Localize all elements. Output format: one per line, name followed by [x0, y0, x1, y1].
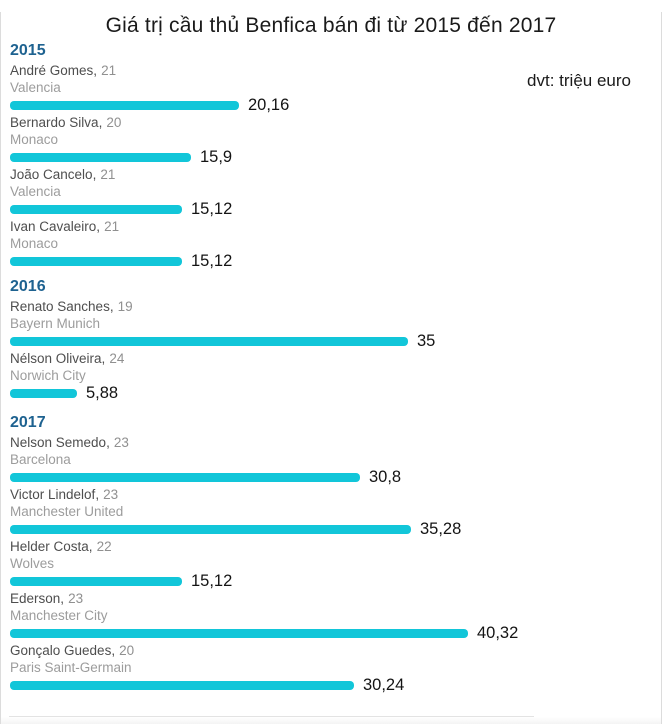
player-age: 21: [101, 63, 117, 78]
value-label: 35: [417, 332, 436, 350]
player-club: Bayern Munich: [10, 316, 101, 331]
player-row: Nelson Semedo23Barcelona30,8: [10, 434, 661, 486]
bar-line: 40,32: [10, 624, 661, 642]
player-age: 21: [104, 219, 120, 234]
player-age: 21: [100, 167, 116, 182]
player-name: Nélson Oliveira: [10, 351, 105, 366]
player-name-line: Nelson Semedo23: [10, 434, 661, 451]
value-bar: [10, 153, 191, 162]
bar-line: 15,12: [10, 252, 661, 270]
player-name-line: André Gomes 21: [10, 62, 661, 79]
bar-line: 5,88: [10, 384, 661, 402]
player-club: Manchester United: [10, 504, 124, 519]
value-label: 15,12: [191, 200, 233, 218]
value-label: 15,12: [191, 572, 233, 590]
player-age: 23: [103, 487, 119, 502]
player-name-line: Nélson Oliveira 24: [10, 350, 661, 367]
value-bar: [10, 337, 408, 346]
player-row: Ederson 23 Manchester City 40,32: [10, 590, 661, 642]
unit-note: dvt: triệu euro: [527, 71, 631, 90]
player-row: André Gomes 21 Valencia 20,16: [10, 62, 661, 114]
player-club: Norwich City: [10, 368, 86, 383]
bar-line: 15,9: [10, 148, 661, 166]
value-bar: [10, 473, 360, 482]
player-row: Victor Lindelof 23 Manchester United 35,28: [10, 486, 661, 538]
player-name: Nelson Semedo: [10, 435, 110, 450]
player-age: 24: [109, 351, 125, 366]
bar-line: 15,12: [10, 572, 661, 590]
player-name: João Cancelo: [10, 167, 96, 182]
year-label: 2017: [10, 414, 46, 431]
player-club: Wolves: [10, 556, 55, 571]
value-bar: [10, 681, 354, 690]
bar-line: 35: [10, 332, 661, 350]
value-bar: [10, 101, 239, 110]
player-row: Helder Costa22Wolves15,12: [10, 538, 661, 590]
value-bar: [10, 577, 182, 586]
year-label: 2016: [10, 278, 46, 295]
player-name: Victor Lindelof: [10, 487, 99, 502]
player-name: André Gomes: [10, 63, 97, 78]
value-label: 15,9: [200, 148, 233, 166]
bar-line: 35,28: [10, 520, 661, 538]
value-label: 40,32: [477, 624, 519, 642]
player-club: Paris Saint-Germain: [10, 660, 132, 675]
value-bar: [10, 525, 411, 534]
player-name-line: Victor Lindelof 23: [10, 486, 661, 503]
player-name-line: Helder Costa22: [10, 538, 661, 555]
value-label: 30,8: [369, 468, 402, 486]
bar-line: 15,12: [10, 200, 661, 218]
infographic-page: { "header": { "title": "Giá trị cầu thủ …: [0, 12, 662, 724]
player-name: Ivan Cavaleiro: [10, 219, 100, 234]
player-row: Gonçalo Guedes 20 Paris Saint-Germain 30,24: [10, 642, 661, 694]
player-name-line: Bernardo Silva 20: [10, 114, 661, 131]
player-row: João Cancelo 21 Valencia 15,12: [10, 166, 661, 218]
player-club: Manchester City: [10, 608, 108, 623]
value-label: 20,16: [248, 96, 290, 114]
player-age: 23: [68, 591, 84, 606]
value-label: 15,12: [191, 252, 233, 270]
value-bar: [10, 205, 182, 214]
value-label: 5,88: [86, 384, 119, 402]
player-name-line: Ederson 23: [10, 590, 661, 607]
player-name-line: Ivan Cavaleiro 21: [10, 218, 661, 235]
player-name: Renato Sanches: [10, 299, 114, 314]
value-bar: [10, 257, 182, 266]
player-name: Ederson: [10, 591, 64, 606]
player-club: Valencia: [10, 184, 61, 199]
page-title: Giá trị cầu thủ Benfica bán đi từ 2015 đ…: [105, 14, 557, 37]
player-age: 20: [119, 643, 135, 658]
player-name: Bernardo Silva: [10, 115, 102, 130]
value-bar: [10, 629, 468, 638]
bottom-fade: [1, 717, 661, 724]
player-name-line: João Cancelo 21: [10, 166, 661, 183]
player-row: Bernardo Silva 20 Monaco 15,9: [10, 114, 661, 166]
player-name: Gonçalo Guedes: [10, 643, 115, 658]
value-bar: [10, 389, 77, 398]
player-name-line: Renato Sanches19: [10, 298, 661, 315]
bar-line: 20,16: [10, 96, 661, 114]
player-club: Monaco: [10, 132, 59, 147]
player-age: 19: [117, 299, 133, 314]
value-label: 30,24: [363, 676, 405, 694]
player-club: Valencia: [10, 80, 61, 95]
value-label: 35,28: [420, 520, 462, 538]
player-age: 23: [113, 435, 129, 450]
bar-line: 30,8: [10, 468, 661, 486]
player-club: Barcelona: [10, 452, 71, 467]
player-name: Helder Costa: [10, 539, 93, 554]
player-age: 20: [106, 115, 122, 130]
year-label: 2015: [10, 42, 46, 59]
player-club: Monaco: [10, 236, 59, 251]
player-age: 22: [96, 539, 112, 554]
player-row: Ivan Cavaleiro 21 Monaco 15,12: [10, 218, 661, 270]
bar-line: 30,24: [10, 676, 661, 694]
player-name-line: Gonçalo Guedes 20: [10, 642, 661, 659]
